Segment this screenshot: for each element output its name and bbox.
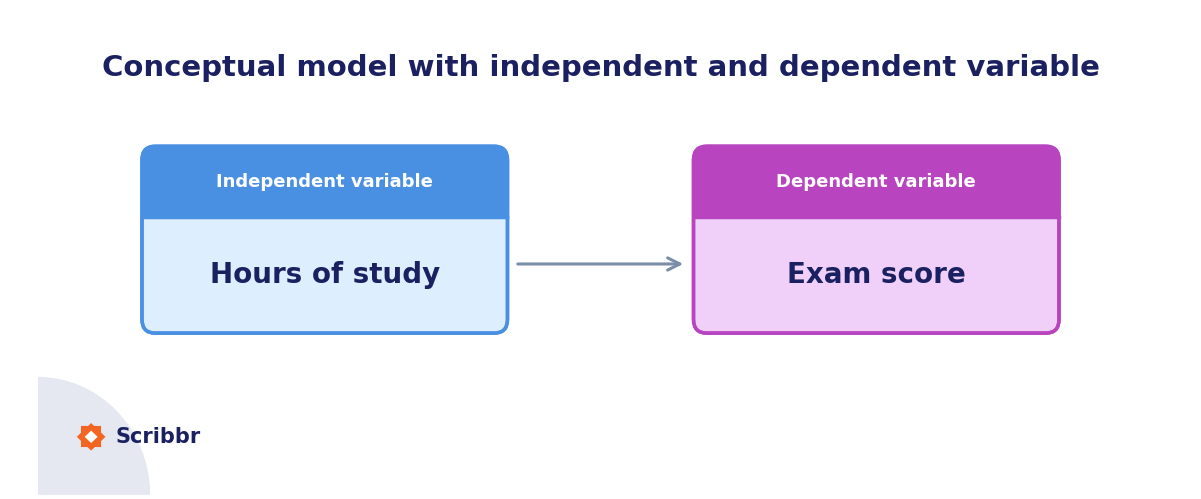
FancyBboxPatch shape	[142, 146, 508, 333]
Wedge shape	[37, 377, 150, 495]
Text: Hours of study: Hours of study	[210, 261, 440, 289]
Bar	[142, 182, 508, 217]
Bar	[694, 215, 1058, 218]
FancyBboxPatch shape	[142, 146, 508, 217]
Polygon shape	[85, 431, 97, 443]
Text: Scribbr: Scribbr	[115, 427, 201, 447]
Text: Independent variable: Independent variable	[216, 173, 434, 191]
FancyBboxPatch shape	[693, 146, 1059, 217]
Bar	[693, 182, 1059, 217]
Polygon shape	[77, 423, 106, 451]
FancyBboxPatch shape	[693, 146, 1059, 333]
Text: Exam score: Exam score	[787, 261, 966, 289]
Text: Conceptual model with independent and dependent variable: Conceptual model with independent and de…	[102, 54, 1099, 82]
Text: Dependent variable: Dependent variable	[776, 173, 976, 191]
Bar	[143, 215, 507, 218]
